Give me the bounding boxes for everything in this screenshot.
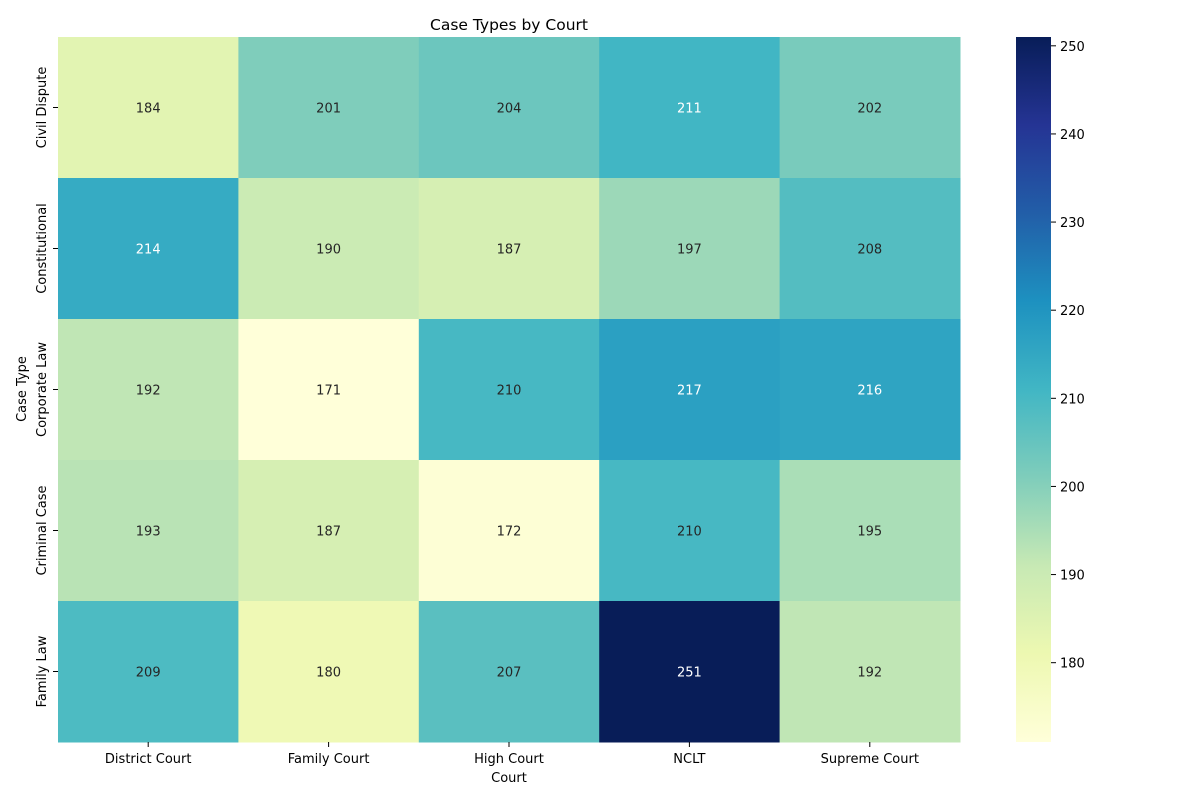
cell-value-label: 201 — [316, 102, 341, 117]
cell-value-label: 190 — [316, 243, 341, 258]
colorbar-tick-label: 250 — [1060, 40, 1085, 55]
heatmap-cell — [779, 601, 961, 743]
chart-title: Case Types by Court — [430, 16, 588, 34]
cell-value-label: 193 — [136, 525, 161, 540]
heatmap-cell — [779, 319, 961, 461]
cell-value-label: 208 — [857, 243, 882, 258]
x-tick-label: Supreme Court — [821, 752, 919, 767]
cell-value-label: 204 — [497, 102, 522, 117]
cell-value-label: 202 — [857, 102, 882, 117]
cell-value-label: 171 — [316, 384, 341, 399]
x-axis-ticks: District Court Family Court High Court NCLT… — [105, 742, 919, 767]
heatmap-cell — [58, 319, 239, 461]
y-tick-label: Civil Dispute — [35, 67, 50, 149]
heatmap-cell — [418, 319, 600, 461]
colorbar-tick-label: 240 — [1060, 128, 1085, 143]
cell-value-label: 211 — [677, 102, 702, 117]
cell-value-label: 184 — [136, 102, 161, 117]
heatmap-cell — [58, 37, 239, 179]
heatmap-cell — [238, 178, 420, 320]
colorbar-tick-label: 230 — [1060, 216, 1085, 231]
cell-value-label: 207 — [497, 666, 522, 681]
cell-value-label: 172 — [497, 525, 522, 540]
heatmap-cell — [779, 37, 961, 179]
heatmap-cell — [418, 37, 600, 179]
y-tick-label: Family Law — [35, 635, 50, 707]
heatmap-cell — [599, 178, 781, 320]
y-tick-label: Corporate Law — [35, 342, 50, 437]
heatmap-cell — [238, 319, 420, 461]
heatmap-cell — [779, 460, 961, 602]
cell-value-label: 187 — [316, 525, 341, 540]
heatmap-cell — [418, 601, 600, 743]
heatmap-cell — [58, 601, 239, 743]
cell-value-label: 197 — [677, 243, 702, 258]
cell-value-label: 214 — [136, 243, 161, 258]
colorbar-gradient — [1016, 37, 1051, 742]
cell-value-label: 216 — [857, 384, 882, 399]
heatmap-cell — [238, 37, 420, 179]
heatmap-cell — [599, 319, 781, 461]
heatmap-cell — [238, 460, 420, 602]
x-tick-label: NCLT — [673, 752, 705, 767]
colorbar-tick-label: 180 — [1060, 657, 1085, 672]
heatmap-cell — [418, 178, 600, 320]
colorbar-tick-label: 200 — [1060, 480, 1085, 495]
heatmap-cell — [599, 37, 781, 179]
colorbar-tick-label: 190 — [1060, 569, 1085, 584]
cell-value-label: 217 — [677, 384, 702, 399]
x-tick-label: High Court — [474, 752, 544, 767]
cell-value-label: 187 — [497, 243, 522, 258]
y-tick-label: Constitutional — [35, 203, 50, 294]
cell-value-label: 251 — [677, 666, 702, 681]
cell-value-label: 210 — [497, 384, 522, 399]
colorbar-tick-label: 210 — [1060, 392, 1085, 407]
cell-value-label: 195 — [857, 525, 882, 540]
cell-value-label: 209 — [136, 666, 161, 681]
heatmap-cell — [779, 178, 961, 320]
y-tick-label: Criminal Case — [35, 485, 50, 575]
heatmap-cell — [599, 460, 781, 602]
cell-value-label: 192 — [136, 384, 161, 399]
x-axis-label: Court — [491, 771, 527, 786]
y-axis-label: Case Type — [15, 356, 30, 422]
heatmap-cell — [58, 460, 239, 602]
cell-value-label: 192 — [857, 666, 882, 681]
heatmap-cells: 184 201 204 211 202 214 190 187 197 208 192 171 210 2… — [58, 37, 961, 743]
heatmap-cell — [58, 178, 239, 320]
x-tick-label: District Court — [105, 752, 192, 767]
heatmap-cell — [599, 601, 781, 743]
x-tick-label: Family Court — [288, 752, 370, 767]
cell-value-label: 180 — [316, 666, 341, 681]
heatmap-cell — [418, 460, 600, 602]
y-axis-ticks: Civil Dispute Constitutional Corporate Law… — [35, 67, 58, 707]
colorbar-tick-label: 220 — [1060, 304, 1085, 319]
heatmap-cell — [238, 601, 420, 743]
cell-value-label: 210 — [677, 525, 702, 540]
colorbar: 180 190 200 210 220 230 240 250 — [1016, 37, 1085, 742]
